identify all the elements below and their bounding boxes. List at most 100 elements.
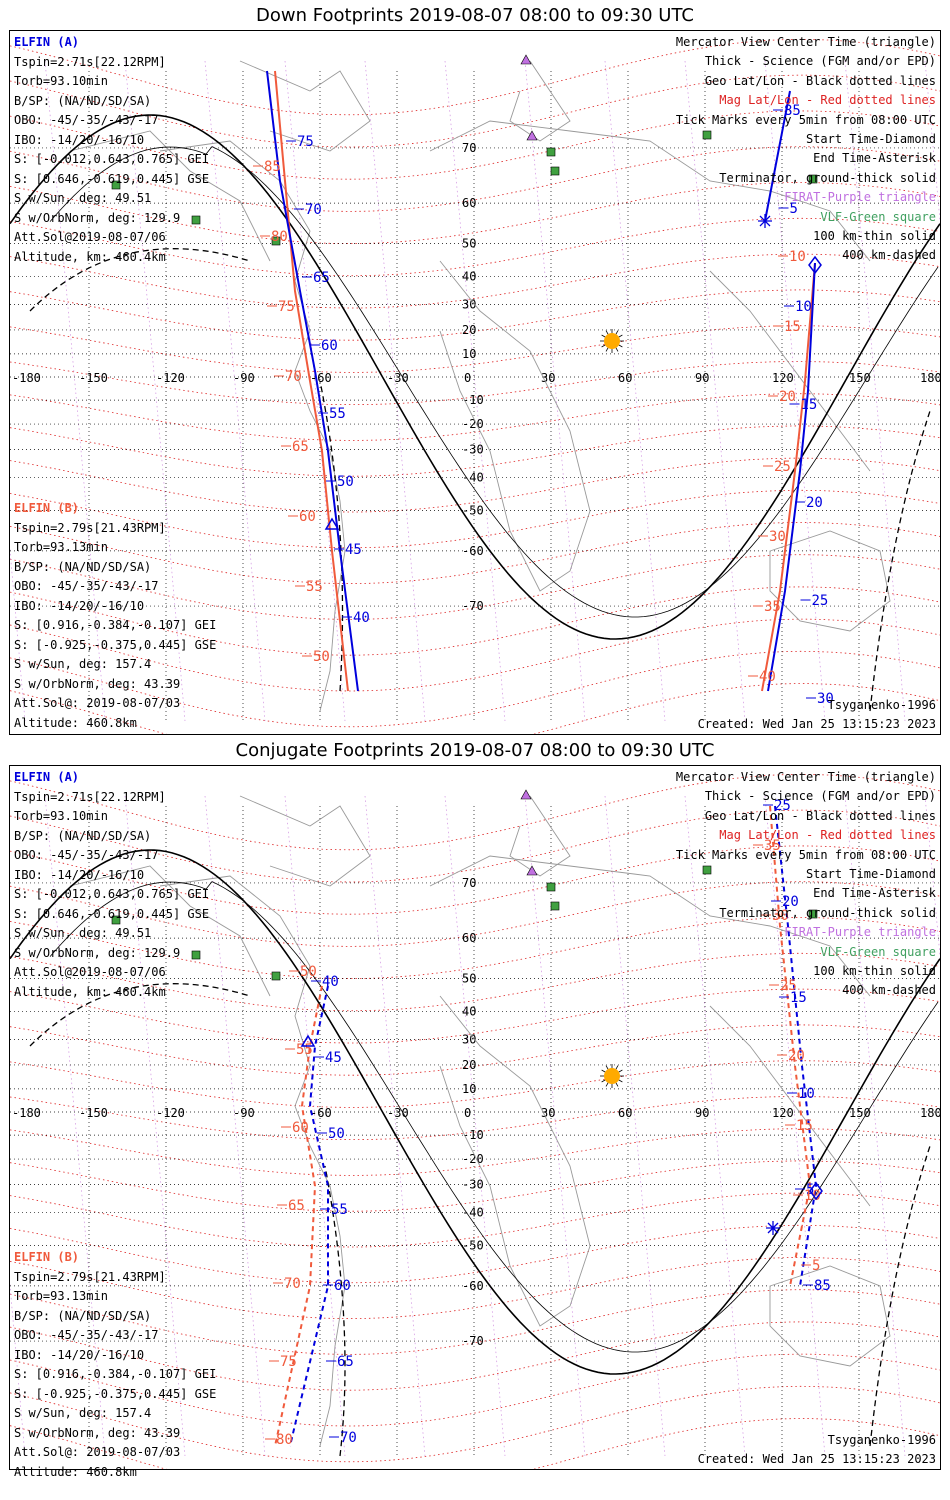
mag-lon-line [604, 60, 666, 722]
mag-lon-line [204, 795, 266, 1457]
mag-lat-line [10, 325, 940, 373]
info-line: S w/OrbNorm, deg: 129.9 [14, 210, 181, 225]
elfin-b-track [769, 805, 812, 1287]
mag-lat-line [10, 1257, 940, 1320]
lat-tick-label: -10 [462, 1128, 484, 1142]
vlf-square-icon [702, 865, 712, 875]
elfin-a-time-label: 85 [784, 103, 801, 119]
lat-tick-label: -60 [462, 544, 484, 558]
lon-tick-label: -120 [156, 371, 185, 385]
elfin-a-time-label: 65 [337, 1354, 354, 1370]
lon-tick-label: -30 [387, 1106, 409, 1120]
coastline [239, 795, 371, 887]
mag-lat-line [10, 1321, 940, 1391]
vlf-square-icon [271, 971, 281, 981]
model-label: Tsyganenko-1996 [827, 1433, 936, 1447]
elfin-b-time-label: 60 [292, 1120, 309, 1136]
legend-item: Start Time-Diamond [805, 132, 936, 147]
elfin-b-time-label: 55 [306, 579, 323, 595]
coastline [509, 795, 571, 877]
info-line: Tspin=2.71s[22.12RPM] [14, 54, 166, 69]
mag-lon-line [444, 795, 506, 1457]
elfin-a-time-label: 15 [790, 990, 807, 1006]
terminator-400km [29, 248, 251, 312]
info-line: Torb=93.13min [14, 540, 108, 554]
elfin-a-time-label: 10 [798, 1086, 815, 1102]
elfin-b-time-label: 35 [764, 838, 781, 854]
lon-tick-label: 30 [541, 1106, 555, 1120]
info-line: IBO: -14/20/-16/10 [14, 1347, 145, 1362]
mag-lon-line [44, 795, 106, 1457]
axis-labels: -180 -150 -120 -90 -60 -30 0 30 60 90 120 150 180 70 6… [12, 141, 940, 613]
lon-tick-label: 150 [849, 1106, 871, 1120]
tracks: 40 45 50 55 60 65 70 50 55 60 65 70 75 80 25 20 15 10 5 85 3… [265, 798, 831, 1448]
sun-disk [604, 333, 620, 349]
sun-icon [600, 329, 624, 353]
lon-tick-label: 90 [695, 371, 709, 385]
elfin-a-track [774, 805, 818, 1287]
elfin-a-time-label: 5 [790, 201, 798, 217]
info-line: B/SP: (NA/ND/SD/SA) [14, 559, 152, 574]
panel-title-down: Down Footprints 2019-08-07 08:00 to 09:3… [256, 5, 694, 26]
info-line: S w/OrbNorm, deg: 43.39 [14, 676, 181, 691]
terminator-ground [10, 114, 940, 640]
mag-lon-line [284, 60, 346, 722]
lat-tick-label: -30 [462, 1178, 484, 1192]
vlf-square-icon [550, 901, 560, 911]
mag-lon-line [684, 795, 746, 1457]
elfin-a-time-label: 40 [353, 610, 370, 626]
coastlines [69, 795, 891, 1447]
mag-lat-line [10, 683, 940, 734]
lon-tick-label: -120 [156, 1106, 185, 1120]
mag-grid [10, 38, 940, 734]
lon-tick-label: 0 [464, 1106, 471, 1120]
mag-grid [10, 773, 940, 1469]
elfin-a-time-label: 45 [345, 542, 362, 558]
info-line: Torb=93.10min [14, 74, 108, 88]
center-triangle-icon [300, 1034, 316, 1047]
info-line: Altitude, km: 460.4km [14, 249, 166, 264]
map-canvas-conjugate: -180 -150 -120 -90 -60 -30 0 30 60 90 120 150 180 70 6… [10, 773, 940, 1469]
mag-lat-line [10, 1024, 940, 1076]
info-line: IBO: -14/20/-16/10 [14, 132, 145, 147]
legend-item: Thick - Science (FGM and/or EPD) [704, 789, 936, 804]
elfin-b-time-label: 80 [276, 1432, 293, 1448]
info-line: S w/Sun, deg: 157.4 [14, 1406, 152, 1420]
lat-tick-label: -10 [462, 393, 484, 407]
mag-lon-line [284, 795, 346, 1457]
info-line: B/SP: (NA/ND/SD/SA) [14, 828, 152, 843]
lat-tick-label: -40 [462, 1206, 484, 1220]
coastline [429, 120, 871, 262]
lon-tick-label: -180 [12, 1106, 41, 1120]
panel-title-conjugate: Conjugate Footprints 2019-08-07 08:00 to… [235, 740, 715, 761]
vlf-square-icon [271, 236, 281, 246]
lon-tick-label: 120 [772, 1106, 794, 1120]
elfin-a-track [767, 262, 816, 692]
legend-item: Mag Lat/Lon - Red dotted lines [719, 828, 936, 843]
elfin-a-track [266, 70, 359, 692]
mag-lat-line [10, 182, 940, 245]
vlf-square-icon [191, 950, 201, 960]
info-line: S w/Sun, deg: 49.51 [14, 191, 152, 205]
elfin-b-track [274, 985, 323, 1447]
firat-triangle-icon [526, 130, 538, 141]
elfin-b-time-label: 65 [292, 439, 309, 455]
lon-tick-label: 90 [695, 1106, 709, 1120]
mag-lat-line [10, 1418, 940, 1469]
elfin-b-time-label: 75 [278, 299, 295, 315]
elfin-b-track [274, 70, 349, 692]
elfin-b-info: ELFIN (B) Tspin=2.79s[21.43RPM] Torb=93.… [14, 1248, 216, 1482]
center-triangle-icon [324, 517, 340, 530]
lat-tick-label: 20 [462, 1058, 476, 1072]
legend-item: Thick - Science (FGM and/or EPD) [704, 54, 936, 69]
elfin-b-time-label: 70 [284, 1276, 301, 1292]
mag-lon-line [764, 60, 826, 722]
lat-tick-label: -50 [462, 1238, 484, 1252]
legend-item: End Time-Asterisk [813, 151, 936, 166]
elfin-a-time-label: 70 [305, 202, 322, 218]
coastline [239, 60, 371, 152]
info-line: B/SP: (NA/ND/SD/SA) [14, 1308, 152, 1323]
info-line: S: [-0.925,-0.375,0.445] GSE [14, 1386, 217, 1401]
info-line: OBO: -45/-35/-43/-17 [14, 113, 159, 127]
mag-lon-line [924, 60, 940, 225]
